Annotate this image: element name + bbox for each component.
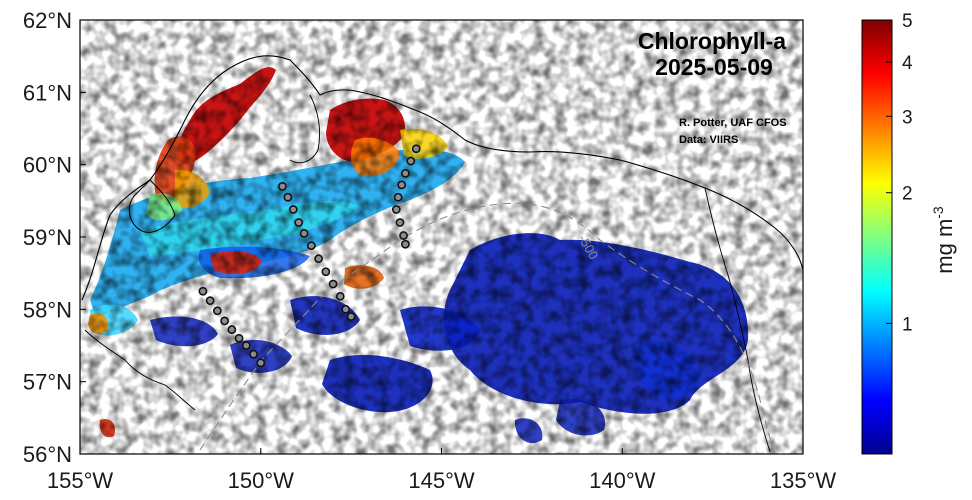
station-marker [328,279,338,289]
isobath-500m [199,202,776,455]
y-tick-label: 57°N [23,370,72,395]
x-tick-label: 140°W [589,468,656,493]
station-marker [391,205,401,214]
x-axis: 155°W 150°W 145°W 140°W 135°W [47,448,837,493]
station-marker [227,325,237,334]
station-marker [346,312,356,321]
station-marker [256,358,266,368]
credit-source: Data: VIIRS [679,134,738,146]
y-tick-label: 58°N [23,297,72,322]
map-title: Chlorophyll-a [638,28,786,54]
x-tick-label: 135°W [770,468,837,493]
y-tick-label: 59°N [23,225,72,250]
y-tick-label: 60°N [23,153,72,178]
map-date: 2025-05-09 [655,54,773,80]
colorbar-tick-label: 2 [902,184,913,205]
station-marker [397,180,407,190]
station-marker [249,349,258,359]
station-marker [393,192,403,202]
chlorophyll-field [80,20,803,454]
station-marker [288,205,298,214]
station-marker [220,316,229,326]
coastline [81,55,804,301]
colorbar-tick-label: 4 [902,53,913,74]
y-tick-label: 56°N [23,442,72,467]
credit-author: R. Potter, UAF CFOS [679,117,787,129]
station-marker [241,341,251,350]
colorbar-label: mg m-3 [930,206,957,274]
station-marker [400,168,410,178]
station-marker [411,144,421,154]
x-tick-label: 150°W [228,468,295,493]
station-marker [306,241,316,251]
y-axis: 56°N 57°N 58°N 59°N 60°N 61°N 62°N [23,8,86,467]
station-marker [395,218,405,227]
x-tick-label: 145°W [408,468,475,493]
colorbar-tick-label: 1 [902,314,913,335]
station-marker [234,333,244,343]
station-marker [400,239,410,249]
station-marker [283,192,293,202]
station-marker [278,181,287,191]
y-tick-label: 62°N [23,8,72,33]
colorbar-ticks: 1 2 3 4 5 [886,11,913,335]
colorbar: 1 2 3 4 5 mg m-3 [861,11,957,455]
colorbar-frame [861,19,893,455]
station-marker [321,267,331,277]
x-tick-label: 155°W [47,468,114,493]
colorbar-gradient [862,20,892,454]
station-marker [406,156,416,166]
y-tick-label: 61°N [23,80,72,105]
station-marker [294,218,304,227]
station-marker [399,231,408,240]
colorbar-tick-label: 3 [902,107,913,128]
colorbar-tick-label: 5 [902,11,913,32]
station-marker [205,296,215,306]
station-marker [198,286,208,296]
station-marker [299,228,309,238]
map-panel: -500 Chlorophyll-a 2025-05-09 R. Potter,… [79,19,804,455]
station-markers [198,144,421,368]
station-marker [314,254,323,264]
station-marker [335,291,345,301]
station-marker [341,304,351,314]
station-marker [212,306,222,316]
